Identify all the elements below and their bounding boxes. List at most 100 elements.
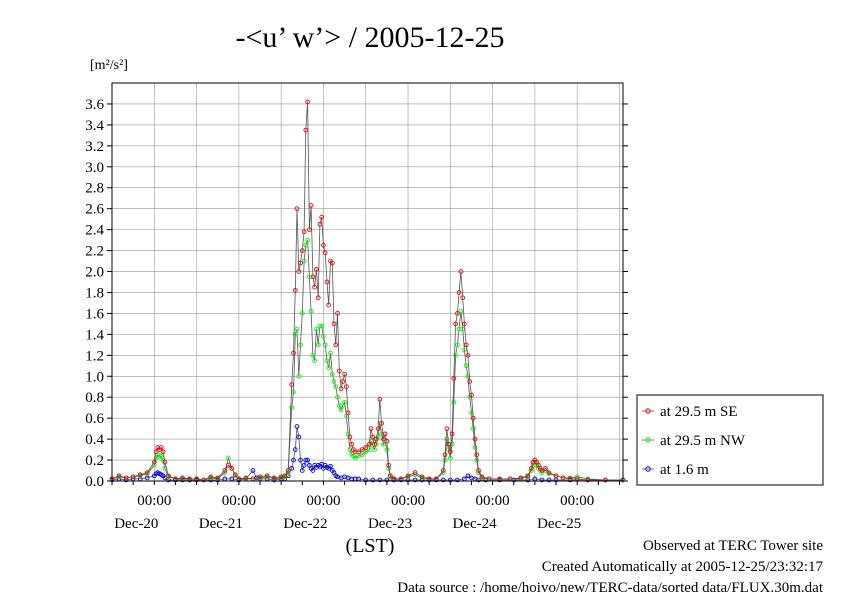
data-point xyxy=(305,237,310,243)
data-point xyxy=(162,459,168,465)
x-day-label: Dec-23 xyxy=(368,516,412,532)
data-point xyxy=(298,260,303,266)
data-point xyxy=(317,323,323,329)
data-point xyxy=(310,352,316,358)
data-point xyxy=(299,248,305,253)
data-point xyxy=(444,436,450,442)
chart-title: -<u’ w’> / 2005-12-25 xyxy=(235,21,504,54)
data-point xyxy=(405,473,411,479)
data-point xyxy=(384,447,390,452)
data-point xyxy=(474,452,480,458)
data-point xyxy=(137,472,143,478)
data-point xyxy=(289,405,295,411)
series-layer xyxy=(109,99,626,483)
data-point xyxy=(303,242,309,248)
data-point xyxy=(292,332,298,337)
data-point xyxy=(560,475,566,481)
data-point xyxy=(301,462,307,468)
data-point xyxy=(144,470,150,475)
data-point xyxy=(372,447,377,452)
data-point xyxy=(342,371,347,377)
x-day-label: Dec-20 xyxy=(114,516,158,532)
data-point xyxy=(331,321,337,327)
footer-line-1: Observed at TERC Tower site xyxy=(643,538,823,554)
data-point xyxy=(453,321,458,327)
data-point xyxy=(472,445,478,450)
y-axis-ticks: 0.0 0.2 0.4 0.6 0.8 1.0 1.2 1.4 1.6 1.8 2.0 2.2 2.4 2… xyxy=(85,97,628,490)
data-point xyxy=(388,473,393,479)
data-point xyxy=(321,334,326,339)
data-point xyxy=(546,477,552,483)
data-point xyxy=(603,477,608,483)
data-point xyxy=(446,441,451,447)
data-point xyxy=(359,447,365,452)
data-point xyxy=(201,477,206,483)
data-point xyxy=(462,347,467,353)
y-tick-label: 0.6 xyxy=(85,411,104,427)
data-point xyxy=(291,350,296,356)
data-point xyxy=(465,473,471,479)
data-point xyxy=(373,436,379,442)
legend: at 29.5 m SE at 29.5 m NW at 1.6 m xyxy=(636,394,824,486)
data-point xyxy=(539,468,545,473)
data-point xyxy=(447,449,453,455)
data-point xyxy=(352,455,358,461)
data-point xyxy=(319,323,325,329)
data-point xyxy=(470,426,476,431)
data-point xyxy=(472,436,478,442)
data-point xyxy=(363,477,369,483)
grid xyxy=(112,83,623,481)
data-point xyxy=(225,462,231,468)
data-point xyxy=(458,269,464,274)
data-point xyxy=(479,474,485,480)
y-tick-label: 2.0 xyxy=(85,265,104,281)
data-point xyxy=(539,477,545,483)
data-point xyxy=(363,445,369,450)
data-point xyxy=(447,477,453,483)
data-point xyxy=(381,436,386,442)
x-day-label: Dec-25 xyxy=(537,516,581,532)
data-point xyxy=(289,382,295,387)
data-point xyxy=(368,426,374,431)
x-time-label: 00:00 xyxy=(306,493,340,509)
y-tick-label: 1.6 xyxy=(85,306,104,322)
data-point xyxy=(215,475,221,481)
x-axis-ticks: 00:00 Dec-20 00:00 Dec-21 00:00 Dec-22 00:00 De… xyxy=(111,481,620,532)
x-day-label: Dec-22 xyxy=(283,516,327,532)
data-point xyxy=(370,434,376,440)
data-point xyxy=(324,358,330,363)
data-point xyxy=(322,342,328,348)
data-point xyxy=(372,441,377,447)
data-point xyxy=(344,384,349,390)
data-point xyxy=(301,258,307,264)
data-point xyxy=(553,473,559,479)
data-point xyxy=(444,426,450,431)
y-axis-unit: [m²/s²] xyxy=(90,58,128,73)
data-point xyxy=(298,457,303,463)
data-point xyxy=(451,376,457,381)
y-tick-label: 0.0 xyxy=(85,474,104,490)
data-point xyxy=(462,321,467,327)
data-point xyxy=(317,222,323,227)
data-point xyxy=(345,410,351,416)
data-point xyxy=(222,468,228,473)
data-point xyxy=(384,477,390,483)
data-point xyxy=(525,473,531,479)
y-tick-label: 1.4 xyxy=(85,327,104,343)
data-point xyxy=(282,473,288,479)
legend-marker xyxy=(645,466,651,472)
y-tick-label: 1.2 xyxy=(85,348,104,364)
data-point xyxy=(349,441,354,447)
y-tick-label: 2.8 xyxy=(85,181,104,197)
data-point xyxy=(543,466,548,471)
legend-label: at 29.5 m SE xyxy=(660,404,738,420)
data-point xyxy=(312,284,317,290)
data-point xyxy=(123,475,129,481)
data-point xyxy=(229,466,235,471)
data-point xyxy=(299,311,305,316)
data-point xyxy=(419,474,425,480)
data-point xyxy=(449,431,455,437)
data-point xyxy=(329,260,335,266)
data-point xyxy=(331,379,337,384)
